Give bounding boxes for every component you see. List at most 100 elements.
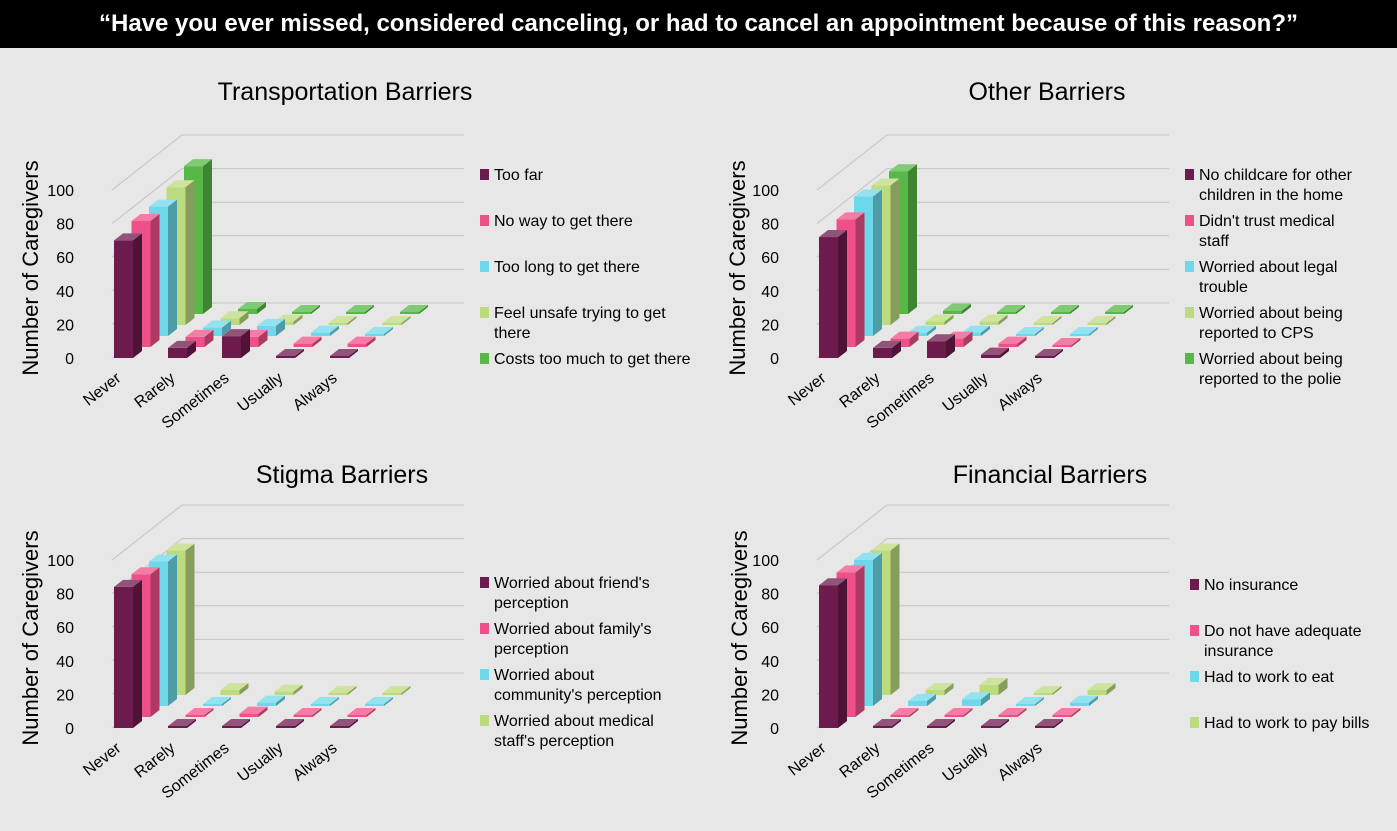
y-tick-label: 0: [65, 721, 74, 738]
x-tick-label: Always: [290, 740, 340, 785]
bar-front: [1052, 345, 1072, 347]
bar-top: [220, 682, 249, 690]
bar-top: [1035, 349, 1063, 356]
gridline-side: [816, 134, 888, 191]
bar-front: [114, 586, 133, 728]
bar: [1087, 682, 1116, 695]
bar-side: [185, 180, 195, 325]
bar-side: [855, 565, 865, 717]
bar: [168, 719, 196, 728]
legend-label: Worried about being reported to CPS: [1199, 305, 1343, 342]
bar-front: [819, 237, 838, 358]
bar: [979, 677, 1008, 695]
bar-front: [943, 310, 962, 314]
bar-top: [943, 303, 971, 311]
bar: [819, 230, 847, 358]
bar-front: [998, 715, 1018, 717]
bar-side: [998, 314, 1008, 325]
bar-side: [276, 318, 285, 336]
x-tick-label: Always: [290, 370, 340, 415]
bar-top: [238, 301, 266, 309]
bar-top: [871, 178, 900, 186]
bar-front: [1016, 334, 1035, 336]
bar-side: [222, 697, 231, 706]
bar-top: [889, 164, 917, 172]
bar-side: [349, 349, 358, 358]
y-tick-label: 100: [752, 183, 779, 200]
bar-side: [909, 708, 919, 717]
bar-front: [981, 726, 1000, 728]
legend-label: Worried about medical staff's perception: [494, 713, 654, 750]
bar: [114, 579, 142, 728]
bar: [1087, 316, 1116, 325]
bar-front: [908, 700, 927, 706]
bar-front: [1070, 702, 1089, 706]
chart-panel-4: 0 20 40 60 80 100 Financial Barriers Number of …: [727, 461, 1369, 802]
bar-side: [838, 578, 847, 728]
y-tick-label: 80: [56, 217, 74, 234]
bar-front: [185, 715, 205, 717]
bar-front: [114, 240, 133, 358]
bar: [203, 697, 231, 706]
y-tick-label: 60: [56, 620, 74, 637]
bar-side: [1017, 708, 1027, 717]
legend-swatch: [480, 261, 489, 272]
bar: [927, 334, 955, 358]
bar-top: [854, 189, 882, 197]
y-axis-label: Number of Caregivers: [18, 160, 43, 375]
bar-front: [382, 323, 402, 325]
bar-front: [222, 726, 241, 728]
bar-side: [1000, 347, 1009, 358]
bar-top: [347, 336, 376, 344]
bar-top: [981, 719, 1009, 726]
bar: [347, 708, 376, 717]
bar: [311, 325, 339, 336]
bar-side: [276, 695, 285, 706]
y-tick-label: 20: [761, 317, 779, 334]
bar: [330, 719, 358, 728]
legend-swatch: [1190, 625, 1199, 636]
bar-top: [1035, 719, 1063, 726]
bar: [1016, 697, 1044, 706]
bar-side: [401, 686, 411, 695]
bar-side: [258, 329, 268, 347]
bar-front: [311, 704, 330, 706]
bar-top: [311, 697, 339, 704]
bar-side: [1016, 305, 1025, 314]
legend-swatch: [1185, 307, 1194, 318]
bar: [1035, 349, 1063, 358]
x-tick-label: Always: [995, 740, 1045, 785]
x-tick-label: Never: [80, 369, 125, 409]
bar: [981, 719, 1009, 728]
bar-front: [998, 343, 1018, 347]
bar-front: [1035, 356, 1054, 358]
y-tick-label: 20: [56, 687, 74, 704]
bar: [292, 305, 320, 314]
bar-front: [311, 332, 330, 336]
legend-label: Worried about being reported to the polie: [1199, 351, 1343, 388]
legend-label: No way to get there: [494, 213, 633, 230]
chart-panel-2: 0 20 40 60 80 100 Other Barriers Number of Care…: [725, 78, 1353, 432]
bar-front: [347, 715, 367, 717]
bar-top: [330, 349, 358, 356]
bar-side: [241, 329, 250, 358]
bar-side: [187, 340, 196, 358]
bar-side: [998, 677, 1008, 695]
y-tick-label: 40: [56, 284, 74, 301]
bar-front: [927, 726, 946, 728]
bar-side: [257, 301, 266, 314]
charts-area: 0 20 40 60 80 100 Transportation Barriers Numbe…: [0, 48, 1397, 831]
bar-top: [131, 214, 160, 221]
bar-top: [1051, 305, 1079, 312]
gridline-side: [816, 168, 888, 224]
bar-top: [185, 329, 214, 337]
bar-side: [946, 334, 955, 358]
legend-label: Worried about legal trouble: [1199, 259, 1337, 296]
bar-front: [925, 689, 945, 695]
bar-top: [222, 719, 250, 726]
y-axis-label: Number of Caregivers: [725, 160, 750, 375]
bar-side: [293, 684, 303, 695]
bar-side: [347, 686, 357, 695]
x-tick-label: Never: [785, 739, 830, 779]
legend-swatch: [1190, 579, 1199, 590]
